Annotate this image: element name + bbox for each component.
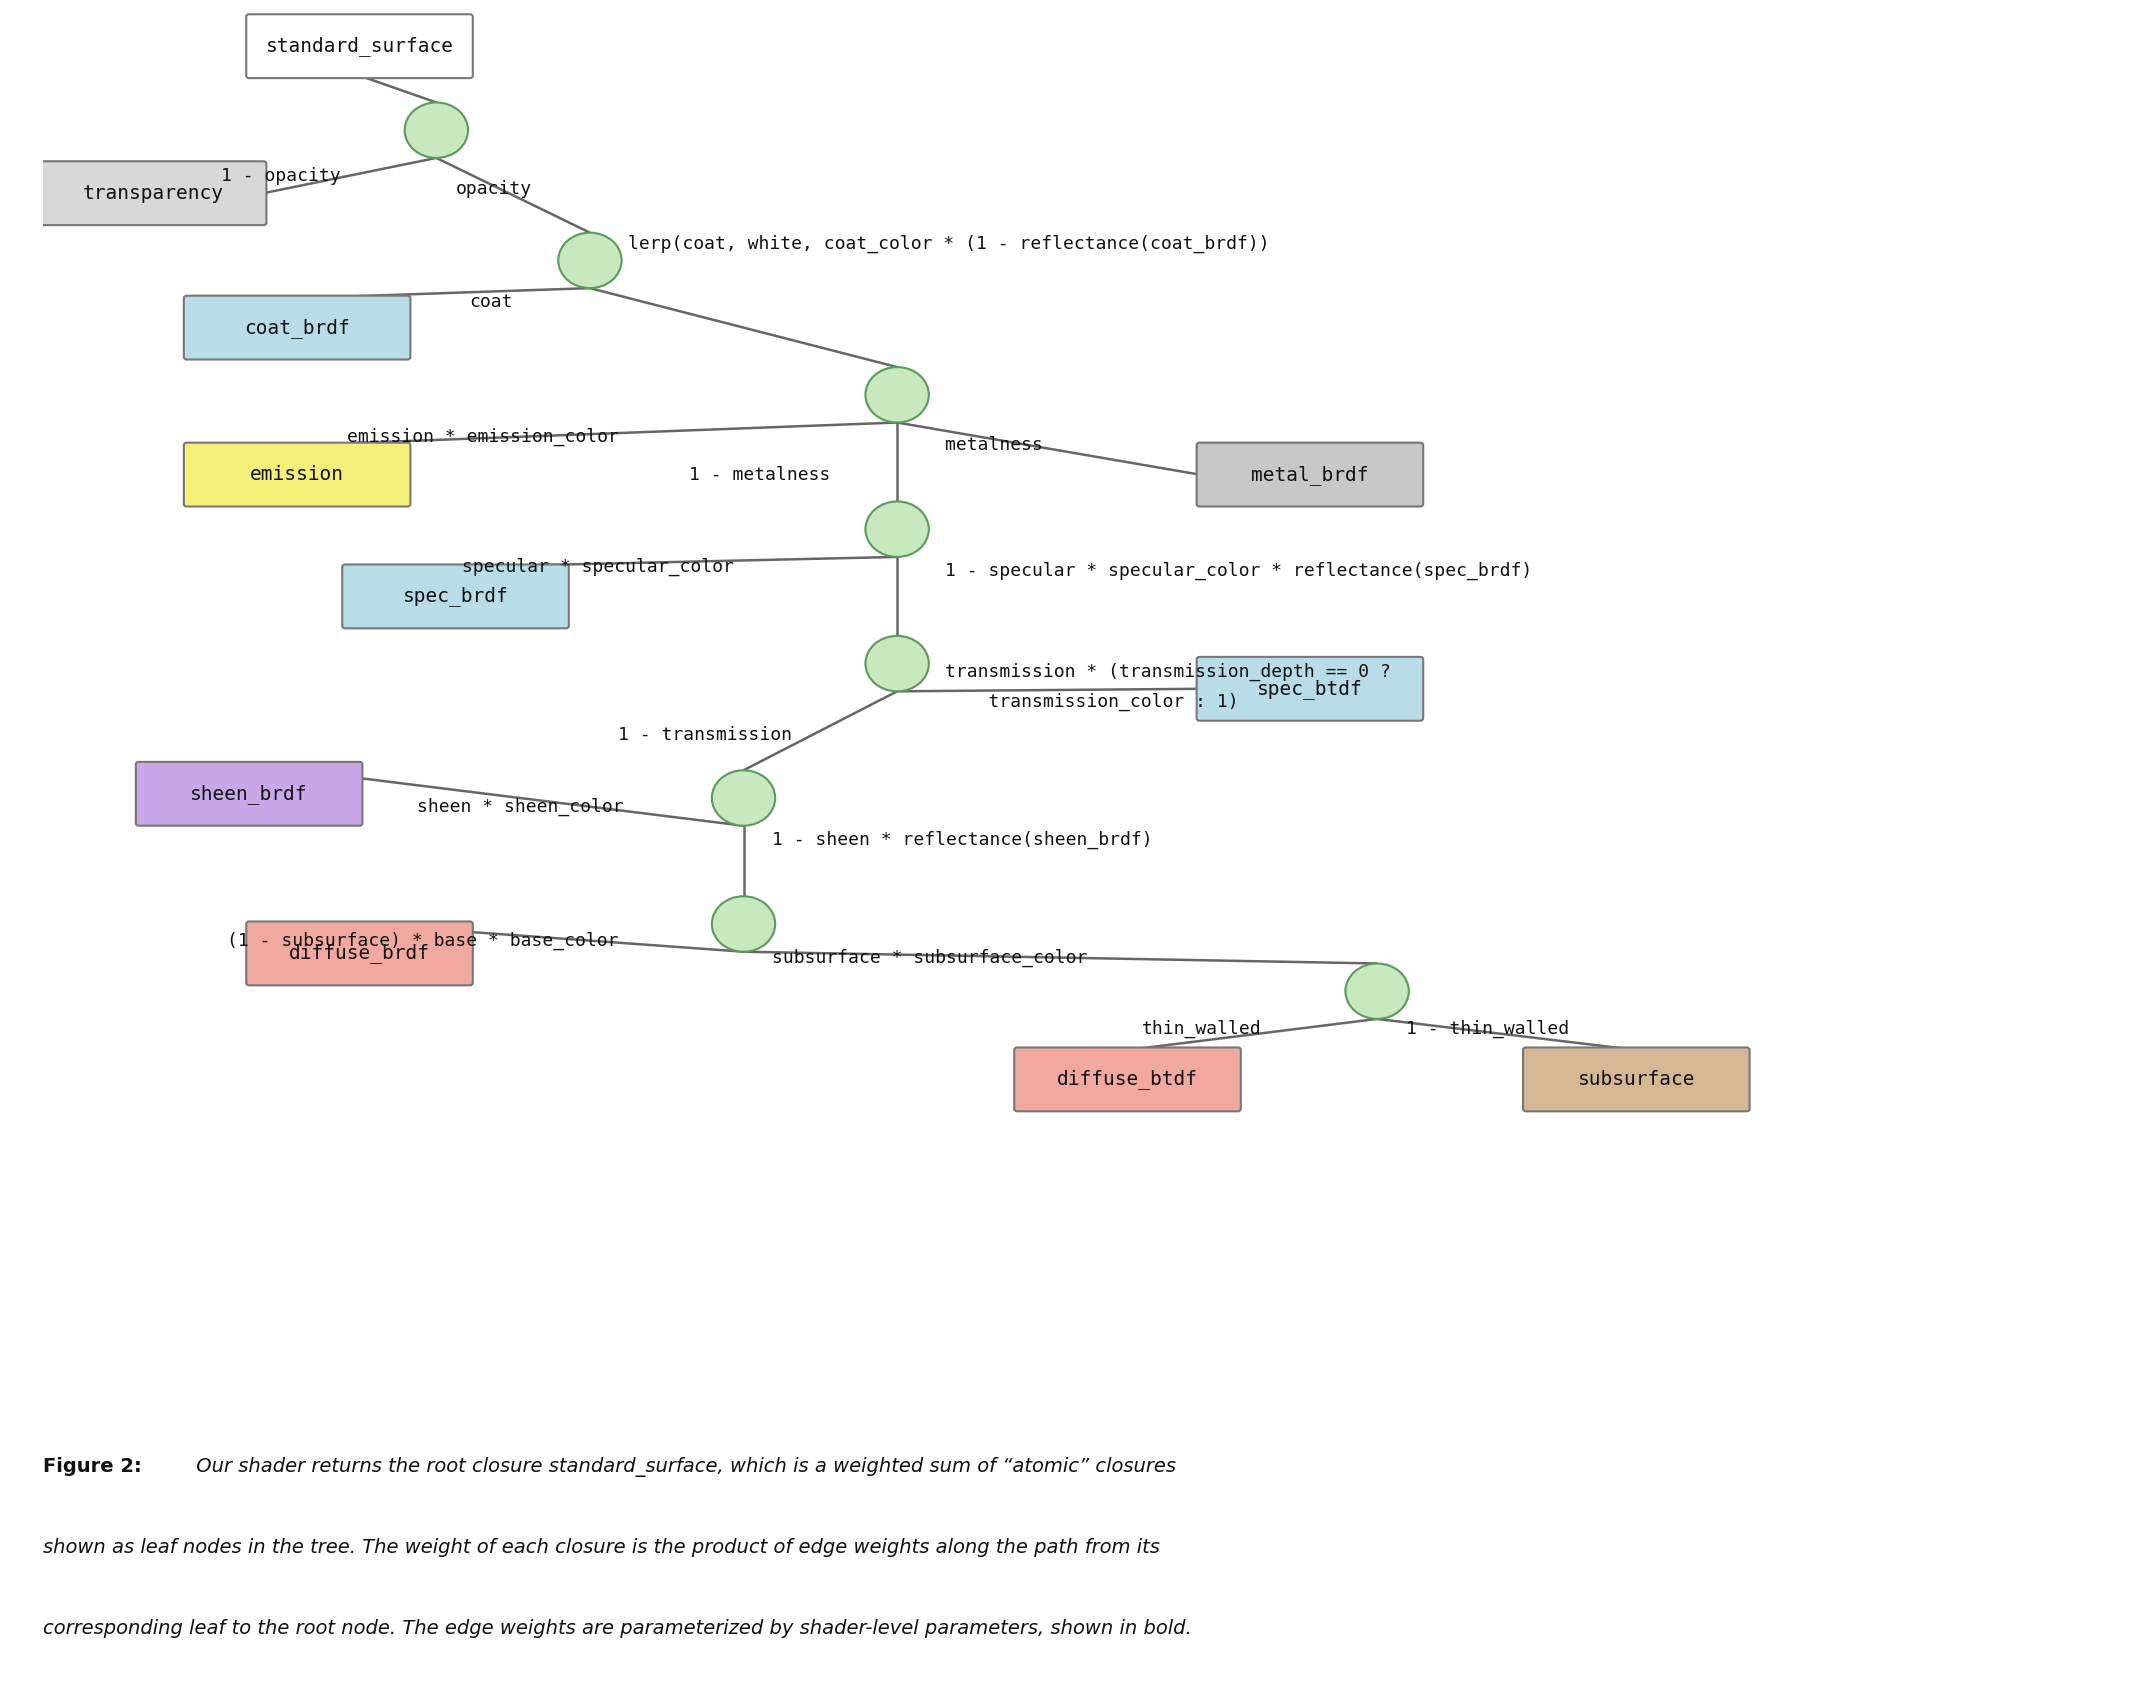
Text: metal_brdf: metal_brdf xyxy=(1252,465,1369,484)
Text: diffuse_brdf: diffuse_brdf xyxy=(288,944,429,963)
Text: 1 - opacity: 1 - opacity xyxy=(220,167,340,185)
Text: 1 - sheen * reflectance(sheen_brdf): 1 - sheen * reflectance(sheen_brdf) xyxy=(773,831,1153,850)
Text: +: + xyxy=(889,654,906,673)
FancyBboxPatch shape xyxy=(246,922,472,985)
Text: coat: coat xyxy=(470,293,513,312)
Text: opacity: opacity xyxy=(455,180,532,197)
Text: 1 - specular * specular_color * reflectance(spec_brdf): 1 - specular * specular_color * reflecta… xyxy=(944,561,1532,580)
Text: +: + xyxy=(737,915,752,932)
Text: +: + xyxy=(737,789,752,808)
Text: +: + xyxy=(583,251,598,270)
Text: +: + xyxy=(889,521,906,538)
Text: standard_surface: standard_surface xyxy=(265,35,453,56)
FancyBboxPatch shape xyxy=(1523,1047,1749,1111)
Text: spec_btdf: spec_btdf xyxy=(1258,679,1363,698)
Text: transparency: transparency xyxy=(83,184,224,202)
Text: 1 - thin_walled: 1 - thin_walled xyxy=(1405,1020,1570,1039)
Text: coat_brdf: coat_brdf xyxy=(244,317,350,337)
Text: corresponding leaf to the root node. The edge weights are parameterized by shade: corresponding leaf to the root node. The… xyxy=(43,1619,1192,1637)
Text: metalness: metalness xyxy=(944,437,1042,454)
Text: thin_walled: thin_walled xyxy=(1143,1020,1262,1039)
Text: (1 - subsurface) * base * base_color: (1 - subsurface) * base * base_color xyxy=(226,932,619,949)
Text: 1 - metalness: 1 - metalness xyxy=(688,465,831,484)
Text: shown as leaf nodes in the tree. The weight of each closure is the product of ed: shown as leaf nodes in the tree. The wei… xyxy=(43,1538,1160,1556)
FancyBboxPatch shape xyxy=(246,13,472,78)
Text: diffuse_btdf: diffuse_btdf xyxy=(1057,1069,1198,1089)
FancyBboxPatch shape xyxy=(1196,443,1423,506)
FancyBboxPatch shape xyxy=(1196,658,1423,720)
Text: spec_brdf: spec_brdf xyxy=(404,587,508,607)
FancyBboxPatch shape xyxy=(184,295,410,359)
FancyBboxPatch shape xyxy=(342,565,568,629)
Text: sheen * sheen_color: sheen * sheen_color xyxy=(417,797,624,816)
FancyBboxPatch shape xyxy=(1015,1047,1241,1111)
FancyBboxPatch shape xyxy=(137,762,363,826)
Text: emission: emission xyxy=(250,465,344,484)
Text: specular * specular_color: specular * specular_color xyxy=(461,558,735,577)
Text: +: + xyxy=(889,386,906,405)
Text: Our shader returns the root closure standard_surface, which is a weighted sum of: Our shader returns the root closure stan… xyxy=(190,1457,1177,1477)
FancyBboxPatch shape xyxy=(41,162,267,226)
Text: transmission * (transmission_depth == 0 ?: transmission * (transmission_depth == 0 … xyxy=(944,663,1391,681)
Text: transmission_color : 1): transmission_color : 1) xyxy=(944,693,1239,710)
Text: subsurface * subsurface_color: subsurface * subsurface_color xyxy=(773,949,1087,966)
FancyBboxPatch shape xyxy=(184,443,410,506)
Text: subsurface: subsurface xyxy=(1579,1071,1696,1089)
Text: lerp(coat, white, coat_color * (1 - reflectance(coat_brdf)): lerp(coat, white, coat_color * (1 - refl… xyxy=(628,234,1271,253)
Text: +: + xyxy=(429,121,444,140)
Text: sheen_brdf: sheen_brdf xyxy=(190,784,308,804)
Text: emission * emission_color: emission * emission_color xyxy=(346,428,619,445)
Text: Figure 2:: Figure 2: xyxy=(43,1457,141,1475)
Text: +: + xyxy=(1369,983,1384,1000)
Text: 1 - transmission: 1 - transmission xyxy=(617,727,792,744)
